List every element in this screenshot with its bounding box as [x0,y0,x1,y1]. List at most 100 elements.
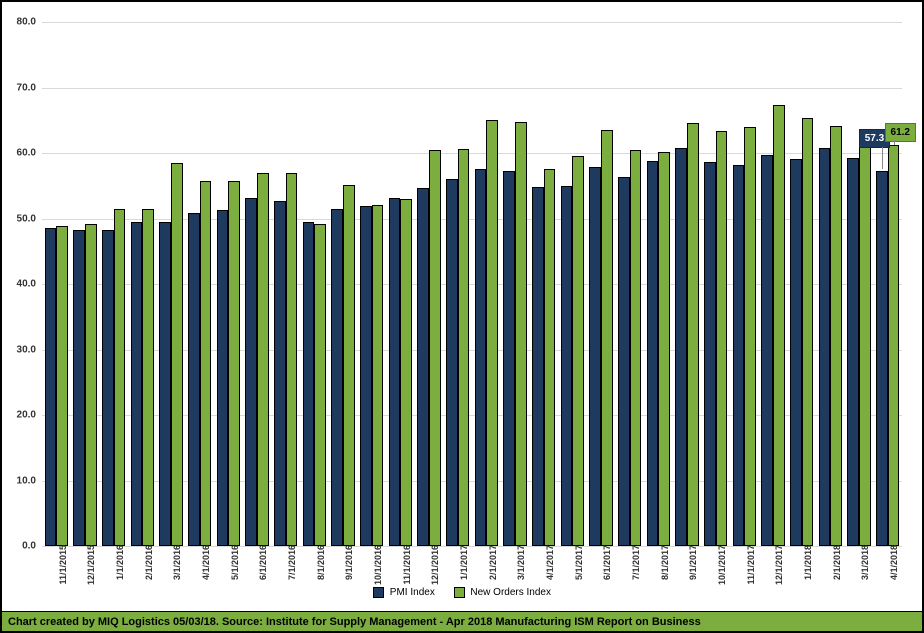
bar-neworders [400,199,412,546]
legend-label-neworders: New Orders Index [470,587,551,598]
x-tick: 2/1/2018 [832,545,842,580]
bar-pmi [45,228,57,546]
bar-pmi [876,171,888,546]
bar-pmi [159,222,171,546]
bar-pmi [475,169,487,546]
bar-neworders [56,226,68,546]
y-axis: 0.010.020.030.040.050.060.070.080.0 [2,22,42,546]
bar-neworders [601,130,613,546]
bar-neworders [859,141,871,546]
bar-neworders [429,150,441,546]
bar-neworders [114,209,126,546]
bar-neworders [830,126,842,547]
bar-neworders [888,145,900,546]
bar-pmi [618,177,630,546]
x-tick: 2/1/2016 [144,545,154,580]
x-tick: 9/1/2017 [688,545,698,580]
y-tick: 80.0 [17,17,36,28]
x-tick: 12/1/2017 [774,545,784,585]
y-tick: 20.0 [17,410,36,421]
x-tick: 4/1/2017 [545,545,555,580]
bar-neworders [343,185,355,546]
bar-pmi [131,222,143,546]
bar-neworders [257,173,269,546]
bar-pmi [389,198,401,546]
bar-pmi [847,158,859,546]
y-tick: 40.0 [17,279,36,290]
x-tick: 1/1/2018 [803,545,813,580]
bar-pmi [561,186,573,546]
y-tick: 50.0 [17,213,36,224]
bar-pmi [417,188,429,546]
x-tick: 3/1/2017 [516,545,526,580]
legend-label-pmi: PMI Index [390,587,435,598]
x-tick: 10/1/2017 [717,545,727,585]
bar-pmi [589,167,601,546]
bar-pmi [532,187,544,546]
y-tick: 60.0 [17,148,36,159]
bar-neworders [286,173,298,546]
x-tick: 5/1/2016 [230,545,240,580]
x-tick: 12/1/2015 [86,545,96,585]
bar-neworders [544,169,556,546]
legend: PMI Index New Orders Index [2,587,922,598]
legend-swatch-neworders [454,587,465,598]
x-tick: 6/1/2016 [258,545,268,580]
x-tick: 8/1/2017 [660,545,670,580]
bar-neworders [142,209,154,546]
bar-neworders [658,152,670,546]
x-tick: 4/1/2018 [889,545,899,580]
leader-line [894,139,895,145]
bar-neworders [228,181,240,546]
y-tick: 70.0 [17,82,36,93]
x-tick: 2/1/2017 [488,545,498,580]
bar-pmi [761,155,773,546]
x-tick: 6/1/2017 [602,545,612,580]
bar-pmi [303,222,315,546]
bar-neworders [687,123,699,546]
x-axis: 11/1/201512/1/20151/1/20162/1/20163/1/20… [42,543,902,581]
legend-item-pmi: PMI Index [373,587,435,598]
y-tick: 10.0 [17,475,36,486]
legend-swatch-pmi [373,587,384,598]
bar-pmi [446,179,458,546]
x-tick: 3/1/2016 [172,545,182,580]
bar-pmi [647,161,659,546]
x-tick: 8/1/2016 [316,545,326,580]
x-tick: 9/1/2016 [344,545,354,580]
x-tick: 5/1/2017 [574,545,584,580]
x-tick: 7/1/2017 [631,545,641,580]
bar-neworders [630,150,642,546]
bar-pmi [675,148,687,546]
bar-pmi [102,230,114,546]
x-tick: 1/1/2017 [459,545,469,580]
bar-neworders [716,131,728,546]
bar-pmi [274,201,286,546]
x-tick: 7/1/2016 [287,545,297,580]
x-tick: 12/1/2016 [430,545,440,585]
bar-neworders [85,224,97,546]
bar-neworders [515,122,527,546]
bar-neworders [458,149,470,546]
chart-container: 0.010.020.030.040.050.060.070.080.0 57.3… [0,0,924,633]
bar-neworders [572,156,584,546]
x-tick: 11/1/2015 [58,545,68,585]
bar-pmi [503,171,515,546]
bar-neworders [486,120,498,546]
bar-pmi [790,159,802,546]
x-tick: 11/1/2016 [402,545,412,585]
bar-pmi [188,213,200,546]
x-tick: 1/1/2016 [115,545,125,580]
x-tick: 4/1/2016 [201,545,211,580]
bar-neworders [171,163,183,546]
data-label-neworders: 61.2 [885,123,916,142]
bar-neworders [773,105,785,546]
bar-pmi [217,210,229,546]
bar-pmi [360,206,372,546]
bar-pmi [245,198,257,546]
footer-caption: Chart created by MIQ Logistics 05/03/18.… [2,611,922,631]
bar-neworders [372,205,384,546]
bar-neworders [314,224,326,546]
x-tick: 11/1/2017 [746,545,756,585]
bar-pmi [819,148,831,546]
